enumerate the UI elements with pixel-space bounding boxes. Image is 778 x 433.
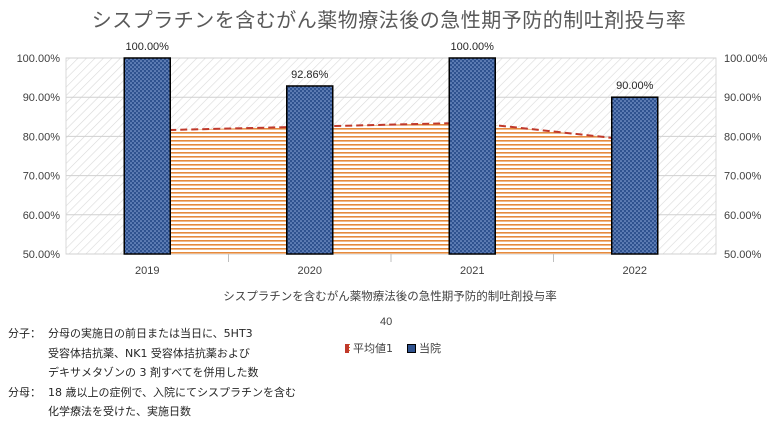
bar-data-label: 100.00% [126, 41, 170, 53]
x-axis-title: シスプラチンを含むがん薬物療法後の急性期予防的制吐剤投与率 [223, 289, 557, 303]
numerator-line: デキサメタゾンの 3 剤すべてを併用した数 [48, 366, 259, 379]
x-tick-label: 2022 [623, 265, 647, 277]
bar-data-label: 92.86% [291, 69, 329, 81]
legend-swatch-average [345, 343, 350, 353]
average-area [147, 122, 635, 255]
legend-label-average: 平均値1 [353, 342, 393, 355]
chart-title: シスプラチンを含むがん薬物療法後の急性期予防的制吐剤投与率 [91, 8, 687, 32]
y-tick-label: 100.00% [17, 53, 61, 65]
secondary-y-tick-label: 60.00% [724, 210, 762, 222]
x-tick-label: 2021 [460, 265, 484, 277]
bar-data-label: 90.00% [616, 80, 654, 92]
denominator-line: 18 歳以上の症例で、入院にてシスプラチンを含む [48, 385, 297, 399]
denominator-line: 化学療法を受けた、実施日数 [48, 405, 191, 418]
legend-label-ours: 当院 [419, 342, 441, 355]
y-tick-label: 60.00% [23, 210, 61, 222]
y-tick-label: 80.00% [23, 131, 61, 143]
bar-ours [286, 85, 334, 255]
legend-swatch-ours [407, 343, 416, 353]
bar-ours [123, 57, 171, 255]
average-line [147, 121, 635, 142]
denominator-label: 分母： [8, 385, 41, 399]
numerator-label: 分子： [8, 327, 41, 340]
numerator-line: 受容体拮抗薬、NK1 受容体拮抗薬および [48, 346, 250, 360]
extra-label: 40 [380, 316, 393, 328]
legend-item-average: 平均値1 [345, 340, 393, 356]
secondary-y-tick-label: 90.00% [724, 92, 762, 104]
legend-item-ours: 当院 [407, 340, 441, 356]
numerator-note: 分子： 分母の実施日の前日または当日に、5HT3 受容体拮抗薬、NK1 受容体拮… [8, 324, 296, 383]
y-tick-label: 90.00% [23, 92, 61, 104]
bar-data-label: 100.00% [451, 41, 495, 53]
bar-ours [448, 57, 496, 255]
secondary-y-tick-label: 50.00% [724, 249, 762, 261]
numerator-line: 分母の実施日の前日または当日に、5HT3 [48, 327, 253, 340]
legend: 平均値1 当院 [345, 340, 441, 356]
denominator-note: 分母： 18 歳以上の症例で、入院にてシスプラチンを含む 化学療法を受けた、実施… [8, 383, 296, 422]
bar-ours [611, 96, 659, 255]
x-tick-label: 2019 [135, 265, 159, 277]
y-tick-label: 50.00% [23, 249, 61, 261]
x-tick-label: 2020 [298, 265, 322, 277]
y-tick-label: 70.00% [23, 171, 61, 183]
secondary-y-tick-label: 70.00% [724, 171, 762, 183]
definition-notes: 分子： 分母の実施日の前日または当日に、5HT3 受容体拮抗薬、NK1 受容体拮… [6, 322, 303, 424]
secondary-y-tick-label: 100.00% [724, 53, 768, 65]
secondary-y-tick-label: 80.00% [724, 131, 762, 143]
